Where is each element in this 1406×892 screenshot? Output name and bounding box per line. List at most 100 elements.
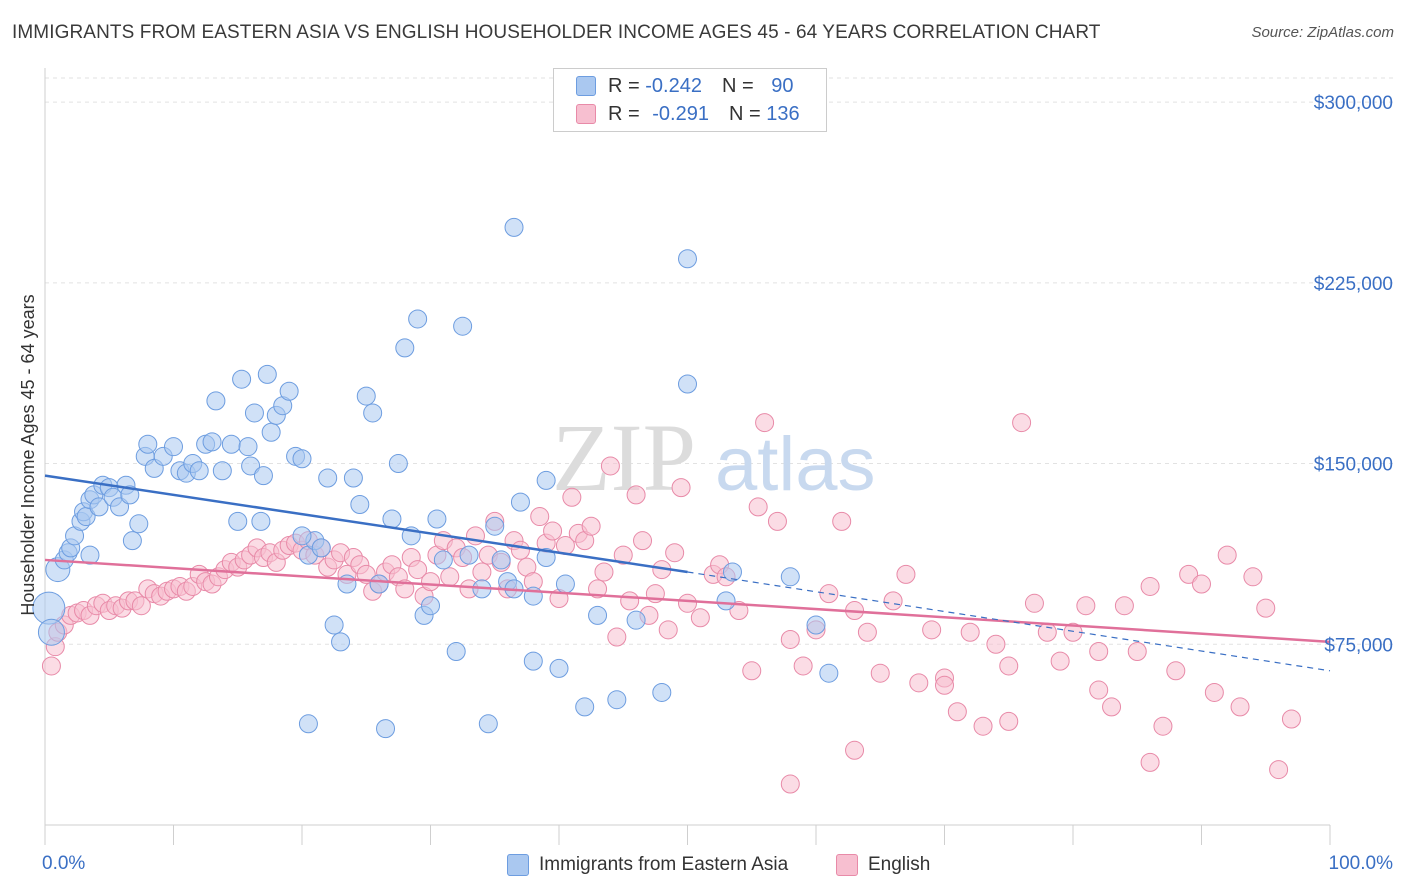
eastern-asia-point — [369, 574, 389, 594]
eastern-asia-point — [485, 516, 505, 536]
eastern-asia-point — [678, 374, 697, 394]
eastern-asia-point — [575, 697, 595, 717]
eastern-asia-point — [244, 403, 264, 423]
english-point — [1089, 642, 1109, 662]
y-tick-label: $300,000 — [1314, 93, 1393, 114]
english-point — [658, 620, 678, 640]
english-point — [870, 663, 890, 683]
english-point — [742, 661, 762, 681]
eastern-asia-point — [298, 714, 318, 734]
english-point — [780, 629, 800, 649]
english-point — [1050, 651, 1070, 671]
english-point — [999, 656, 1019, 676]
eastern-asia-point — [382, 509, 402, 529]
english-point — [1012, 413, 1032, 433]
n-value: 90 — [771, 74, 794, 97]
english-point — [1256, 598, 1276, 618]
english-point — [440, 567, 460, 587]
eastern-asia-point — [453, 316, 473, 336]
english-point — [421, 572, 440, 592]
eastern-asia-point — [292, 449, 312, 469]
english-point — [633, 531, 653, 551]
english-point — [935, 675, 954, 695]
r-label: R = — [608, 74, 640, 97]
eastern-asia-point — [376, 719, 396, 739]
eastern-asia-point — [607, 690, 627, 710]
bottom-legend-english: English — [836, 852, 930, 878]
eastern-asia-point — [257, 364, 277, 384]
n-label: N = — [721, 74, 754, 97]
legend-swatch-blue — [576, 76, 596, 96]
eastern-asia-point — [491, 550, 511, 570]
eastern-asia-point — [279, 381, 299, 401]
eastern-asia-point — [37, 618, 65, 646]
english-point — [408, 560, 428, 580]
eastern-asia-point — [388, 454, 408, 474]
english-point — [1217, 545, 1237, 565]
eastern-asia-point — [722, 562, 742, 582]
english-point — [562, 487, 582, 507]
english-point — [947, 702, 967, 722]
eastern-asia-point — [122, 531, 142, 551]
english-point — [1269, 760, 1289, 780]
eastern-asia-point — [652, 682, 672, 702]
eastern-asia-point — [253, 466, 273, 486]
english-point — [1281, 709, 1301, 729]
english-point — [857, 622, 877, 642]
english-point — [581, 516, 601, 536]
english-point — [999, 711, 1019, 731]
eastern-asia-point — [228, 511, 248, 531]
eastern-asia-point — [232, 369, 252, 389]
eastern-asia-point — [138, 434, 158, 454]
eastern-asia-point — [588, 605, 608, 625]
y-tick-label: $225,000 — [1314, 274, 1393, 295]
english-point — [845, 740, 865, 760]
eastern-asia-point — [318, 468, 338, 488]
legend-row-eastern-asia: R = -0.242 N = 90 — [576, 72, 793, 100]
eastern-asia-point — [110, 497, 130, 517]
eastern-asia-point — [311, 538, 331, 558]
eastern-asia-point — [536, 470, 556, 490]
english-point — [1192, 574, 1211, 594]
english-point — [1179, 564, 1199, 584]
english-point — [1102, 697, 1122, 717]
english-point — [594, 562, 614, 582]
english-point — [1153, 716, 1173, 736]
english-point — [767, 511, 787, 531]
english-point — [909, 673, 929, 693]
english-point — [986, 634, 1006, 654]
english-point — [588, 579, 608, 599]
english-point — [1024, 593, 1044, 613]
eastern-asia-point — [129, 514, 149, 534]
english-point — [613, 545, 633, 565]
y-tick-label: $75,000 — [1324, 635, 1393, 656]
eastern-asia-point — [626, 610, 646, 630]
english-point — [1230, 697, 1250, 717]
bottom-legend-label: Immigrants from Eastern Asia — [539, 854, 789, 875]
x-tick-label: 100.0% — [1329, 853, 1394, 874]
eastern-asia-point — [356, 386, 376, 406]
eastern-asia-point — [536, 548, 556, 568]
english-point — [41, 656, 61, 676]
r-value: -0.291 — [652, 102, 709, 125]
bottom-swatch-blue — [507, 854, 529, 876]
watermark: ZIP atlas — [552, 404, 876, 511]
eastern-asia-point — [819, 663, 839, 683]
eastern-asia-point — [446, 642, 466, 662]
english-point — [922, 620, 942, 640]
eastern-asia-point — [363, 403, 383, 423]
eastern-asia-point — [80, 545, 100, 565]
english-point — [1204, 682, 1224, 702]
eastern-asia-point — [427, 509, 447, 529]
english-point — [620, 591, 640, 611]
english-point — [793, 656, 813, 676]
y-axis-label: Householder Income Ages 45 - 64 years — [18, 294, 38, 615]
english-point — [510, 540, 530, 560]
source-label: Source: ZipAtlas.com — [1251, 24, 1394, 41]
eastern-asia-trend-line — [44, 474, 688, 574]
legend-swatch-pink — [576, 104, 596, 124]
english-point — [626, 485, 646, 505]
english-point — [1243, 567, 1263, 587]
eastern-asia-point — [164, 437, 183, 457]
